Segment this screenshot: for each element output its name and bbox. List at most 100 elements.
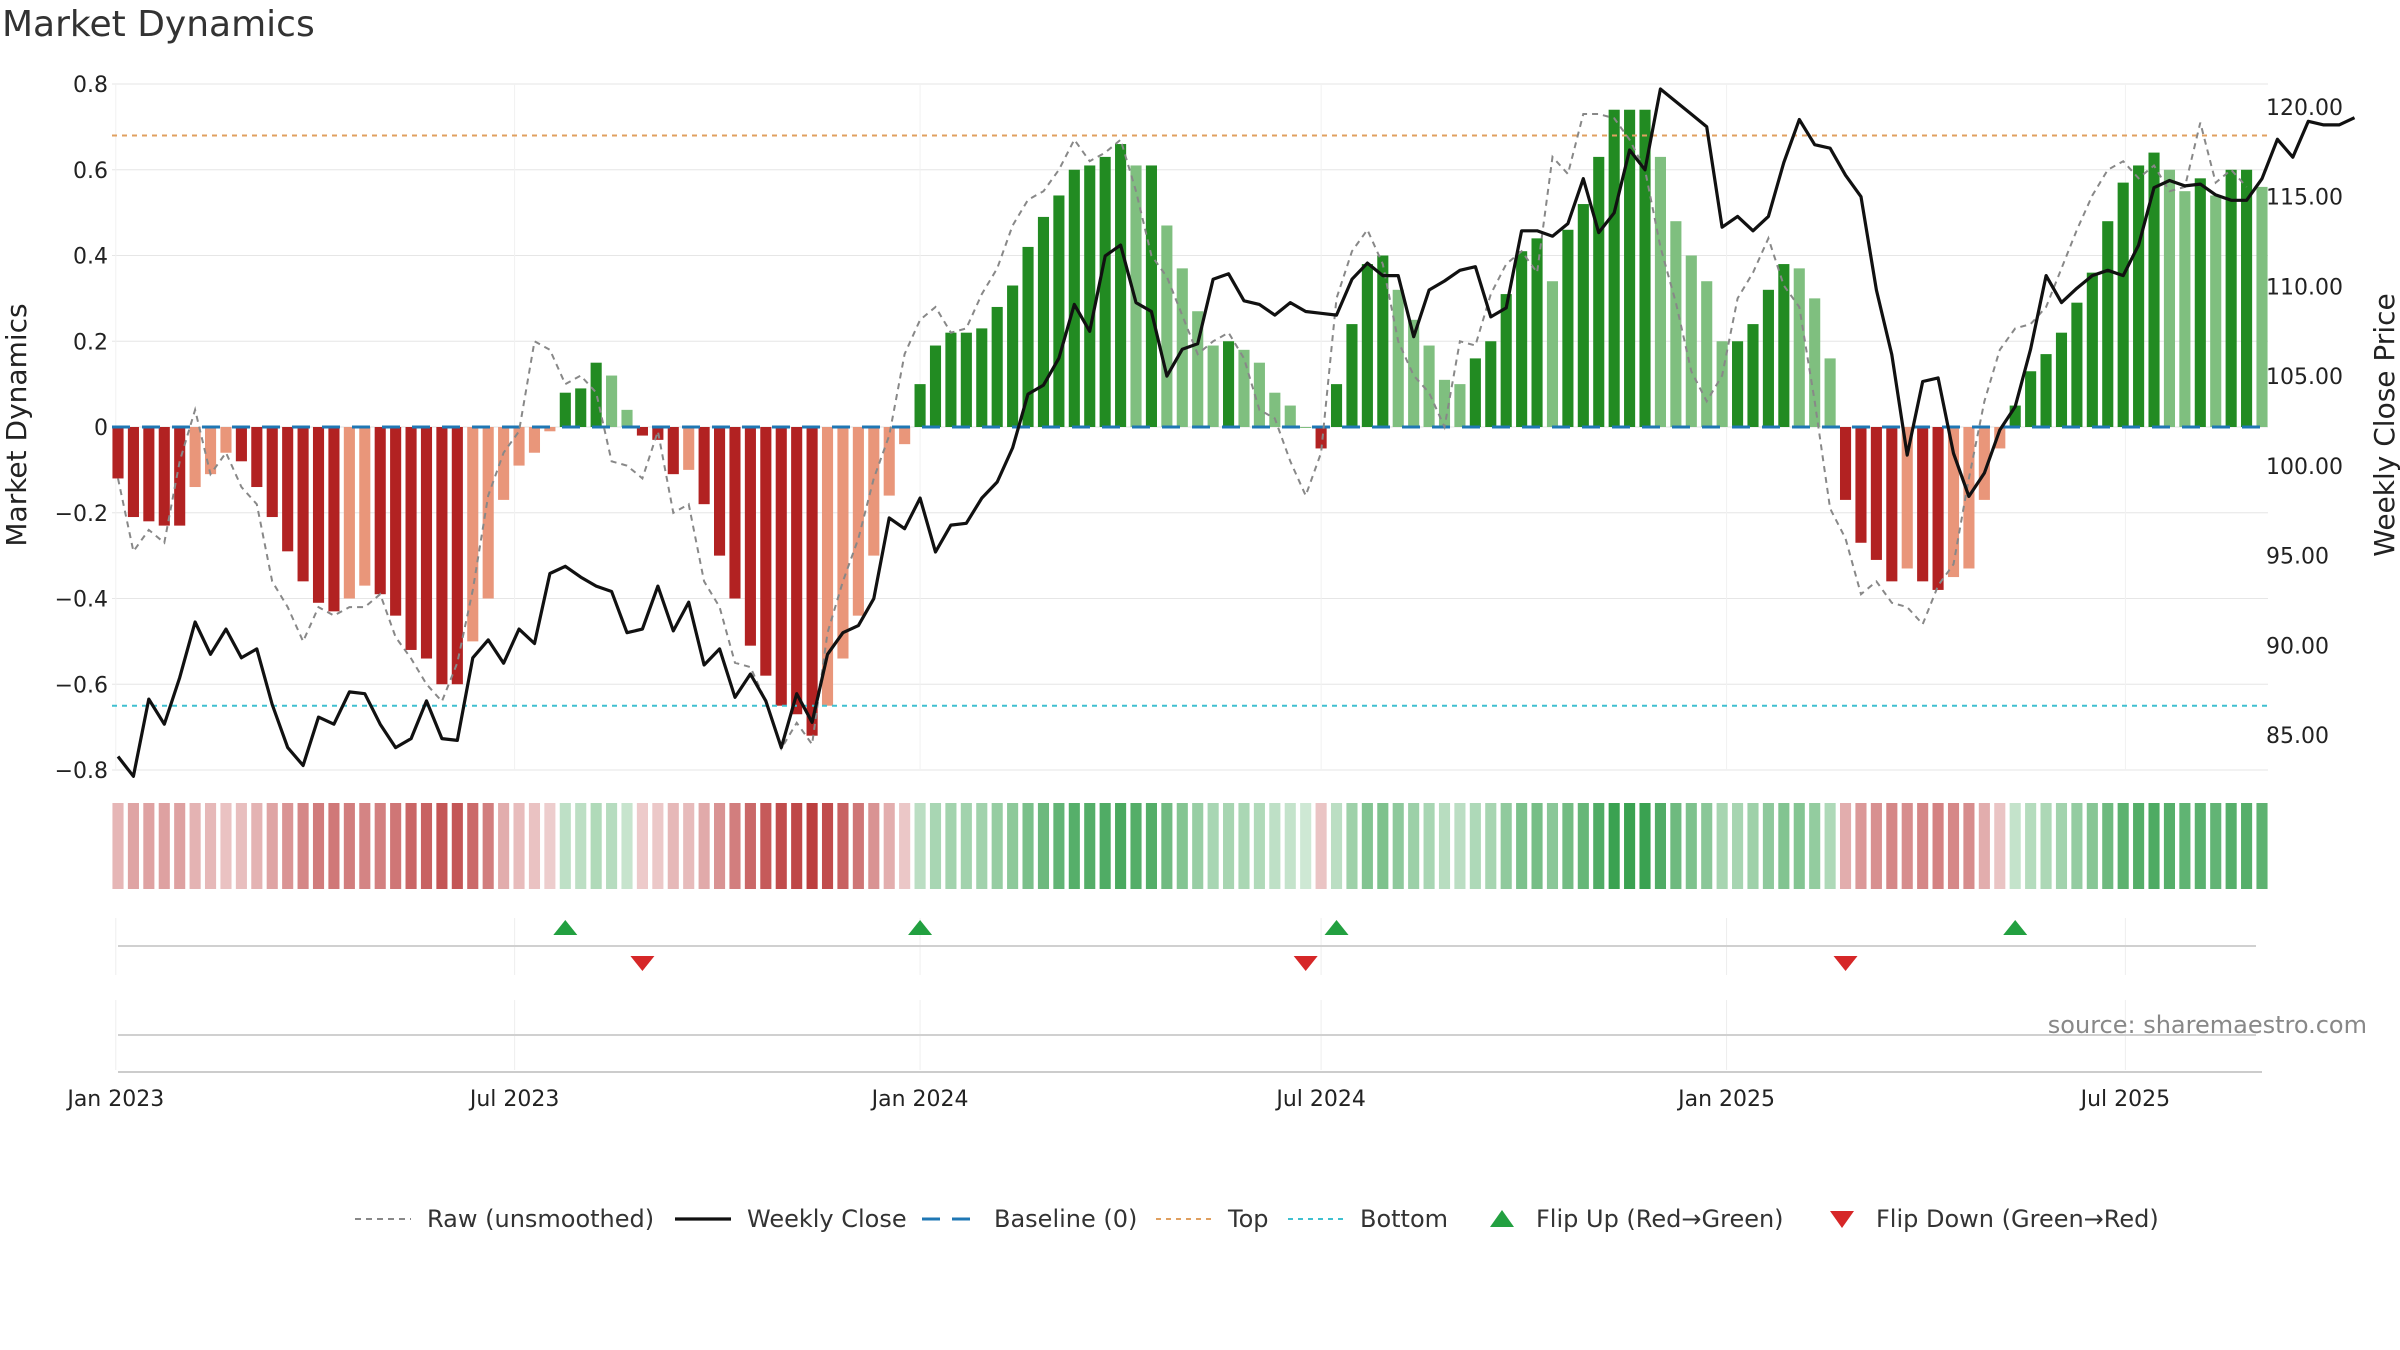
histogram-bar (544, 427, 556, 432)
regime-strip-cell (960, 803, 972, 889)
regime-strip-cell (2055, 803, 2068, 889)
histogram-bar (1130, 165, 1142, 427)
regime-strip-cell (2009, 803, 2021, 889)
histogram-bar (251, 427, 263, 488)
raw-line (117, 113, 2248, 751)
histogram-bar (636, 427, 648, 436)
regime-strip-cell (791, 803, 803, 889)
regime-strip-cell (189, 803, 201, 889)
histogram-bar (821, 427, 834, 706)
histogram-bar (312, 427, 325, 603)
y-left-tick-label: 0.6 (73, 159, 108, 184)
histogram-bar (852, 427, 864, 616)
histogram-bar (513, 427, 525, 466)
y-left-tick-label: 0.8 (73, 73, 108, 98)
histogram-bar (1053, 195, 1065, 427)
regime-strip-cell (590, 803, 602, 889)
histogram-bar (2179, 191, 2191, 427)
histogram-bar (1947, 427, 1960, 578)
y-right-tick-label: 105.00 (2266, 365, 2343, 390)
histogram-bar (467, 427, 479, 642)
histogram-bar (899, 427, 911, 445)
regime-strip-cell (1161, 803, 1173, 889)
x-tick-label: Jan 2024 (870, 1087, 969, 1112)
histogram-bar (744, 427, 756, 646)
histogram-bar (158, 427, 170, 526)
histogram-bar (729, 427, 741, 599)
histogram-bar (405, 427, 417, 650)
flip-down-marker (1833, 956, 1858, 971)
histogram-bar (683, 427, 695, 470)
legend-item-bottom: Bottom (1288, 1205, 1448, 1233)
regime-strip-cell (1855, 803, 1867, 889)
histogram-bar (127, 427, 139, 518)
regime-strip-cell (821, 803, 834, 889)
regime-strip-cell (1253, 803, 1265, 889)
histogram-bar (960, 332, 972, 427)
regime-strip-cell (143, 803, 155, 889)
regime-strip-cell (1469, 803, 1481, 889)
flip-up-marker (908, 920, 933, 935)
histogram-bar (775, 427, 787, 706)
legend-label: Top (1227, 1205, 1269, 1233)
histogram-bar (220, 427, 232, 453)
regime-strip-cell (1207, 803, 1219, 889)
regime-strip-cell (2025, 803, 2037, 889)
histogram-bar (1392, 289, 1404, 427)
regime-strip-cell (544, 803, 556, 889)
histogram-bar (1007, 285, 1019, 427)
histogram-bar (112, 427, 124, 479)
histogram-bar (2148, 152, 2160, 427)
histogram-bar (760, 427, 772, 676)
regime-strip-cell (374, 803, 386, 889)
regime-strip-cell (112, 803, 124, 889)
regime-strip-cell (1747, 803, 1759, 889)
x-tick-label: Jul 2023 (468, 1087, 560, 1112)
regime-strip-cell (2148, 803, 2160, 889)
histogram-bar (1593, 156, 1605, 427)
regime-strip-cell (328, 803, 340, 889)
regime-strip-cell (729, 803, 741, 889)
regime-strip-cell (1423, 803, 1435, 889)
x-tick-label: Jul 2025 (2079, 1087, 2171, 1112)
legend-item-flipup: Flip Up (Red→Green) (1490, 1205, 1784, 1233)
legend-label: Baseline (0) (994, 1205, 1137, 1233)
legend-swatch (1490, 1210, 1514, 1227)
histogram-bar (204, 427, 217, 475)
histogram-bar (714, 427, 726, 556)
histogram-bar (1469, 358, 1481, 427)
histogram-bars (112, 109, 2268, 736)
histogram-bar (1377, 255, 1389, 427)
histogram-bar (1454, 384, 1466, 427)
histogram-bar (1608, 109, 1620, 427)
regime-strip-cell (1223, 803, 1235, 889)
regime-strip-cell (1809, 803, 1821, 889)
histogram-bar (1670, 221, 1682, 427)
flip-up-marker (2003, 920, 2028, 935)
regime-strip-cell (1932, 803, 1944, 889)
regime-strip-cell (945, 803, 957, 889)
chart-title: Market Dynamics (2, 4, 315, 45)
regime-strip-cell (914, 803, 926, 889)
regime-strip-cell (1917, 803, 1929, 889)
regime-strip-cell (636, 803, 648, 889)
histogram-bar (1732, 341, 1744, 427)
y-right-tick-label: 90.00 (2266, 634, 2329, 659)
regime-strip-cell (1963, 803, 1975, 889)
legend: Raw (unsmoothed) Weekly Close Baseline (0)… (355, 1205, 2159, 1233)
histogram-bar (1839, 427, 1852, 500)
histogram-bar (1500, 294, 1512, 427)
regime-strip-cell (606, 803, 618, 889)
histogram-bar (1978, 427, 1990, 500)
y-axis-right-label: Weekly Close Price (2368, 293, 2400, 556)
regime-strip-cell (235, 803, 247, 889)
flip-down-marker (1293, 956, 1318, 971)
regime-strip-cell (1870, 803, 1882, 889)
histogram-bar (1315, 427, 1327, 449)
regime-strip-cell (204, 803, 217, 889)
regime-strip-cell (266, 803, 278, 889)
flip-markers-panel (118, 920, 2262, 1073)
histogram-bar (1284, 405, 1296, 427)
regime-strip-cell (2194, 803, 2206, 889)
regime-strip-cell (343, 803, 355, 889)
